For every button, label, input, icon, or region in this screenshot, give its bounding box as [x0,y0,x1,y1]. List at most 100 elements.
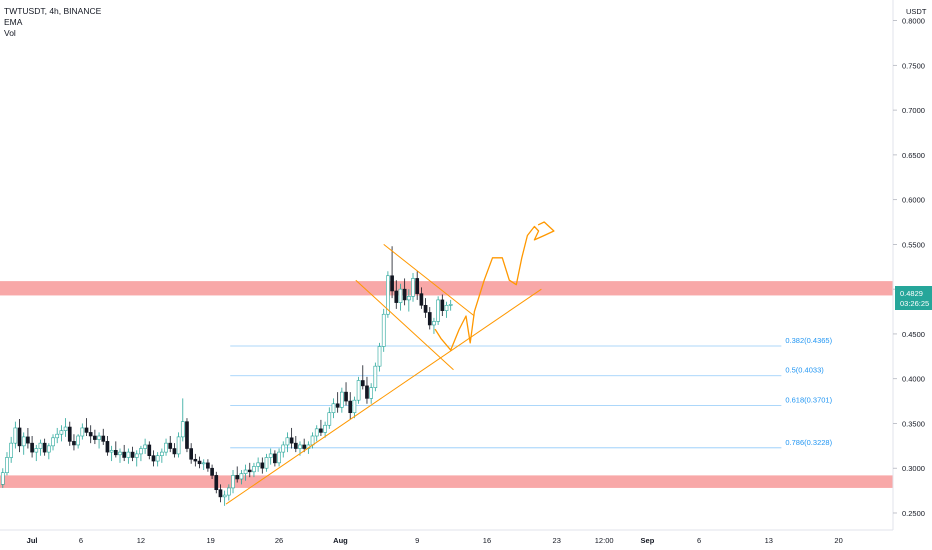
candle-body [289,437,294,444]
candle-body [164,442,168,453]
candle [377,342,382,372]
candle-body [155,455,160,462]
candle-body [180,421,185,438]
time-tick-label: 23 [553,536,561,545]
candle-body [193,458,198,462]
candle-body [402,288,407,301]
indicator-vol-label[interactable]: Vol [4,28,16,38]
candle-body [222,494,227,498]
candle [193,453,198,467]
candle [314,425,319,442]
candle-body [197,460,202,465]
candle-body [185,421,189,449]
candle [373,362,378,392]
candle-body [365,385,369,399]
time-tick-label: 13 [765,536,773,545]
candle-body [360,380,365,387]
candle-body [436,299,440,322]
candle [214,471,219,494]
candle [235,466,240,483]
candle [67,421,72,446]
candle [398,283,403,311]
candle-body [80,427,85,437]
candle-body [235,475,240,480]
candle-body [97,435,101,440]
candle-body [323,424,327,433]
candle [88,425,93,444]
candle [139,445,143,462]
candle [335,392,340,413]
candle-body [76,435,80,446]
candle [411,273,415,302]
time-tick-label: 16 [483,536,491,545]
trendline [225,288,542,505]
candle [436,296,440,325]
trendline-drawings[interactable] [225,221,555,505]
candle-body [67,426,72,442]
fib-level-label: 0.382(0.4365) [785,336,832,345]
candle-body [373,365,378,388]
candle-body [59,430,64,435]
candle-body [348,400,353,414]
current-price-tag[interactable]: 0.4829 03:26:25 [895,286,932,310]
candle-body [206,462,210,469]
indicator-ema-label[interactable]: EMA [4,17,23,27]
candle-body [38,442,43,449]
candle [256,457,260,472]
candle [390,246,394,299]
candle [76,434,80,449]
price-tick-label: 0.7500 [902,61,925,70]
candle [427,307,432,330]
candle [134,450,139,467]
candle [176,432,181,458]
candle [226,484,231,501]
candle [17,418,22,453]
candle [34,444,39,462]
time-tick-label: Aug [333,536,348,545]
candle [109,445,114,462]
candle [319,419,323,436]
candle [381,308,386,352]
candle-body [172,448,177,455]
support-resistance-zones [0,281,893,488]
candle-body [394,290,399,303]
candle [327,407,332,429]
candle-body [231,475,235,489]
candle-body [42,442,47,453]
symbol-title[interactable]: TWTUSDT, 4h, BINANCE [4,6,102,16]
time-tick-label: 6 [697,536,701,545]
candle [47,443,51,460]
candle [448,299,453,311]
candle-body [310,435,315,446]
candle [406,289,411,312]
candle-body [369,387,373,399]
candle-body [47,445,51,453]
candle [118,448,122,463]
price-tick-label: 0.5500 [902,240,925,249]
candle [51,434,55,451]
candle [189,443,193,464]
candle [352,396,357,419]
candle [130,446,135,462]
candle-body [273,453,277,464]
candle-body [256,462,260,467]
price-zone [0,475,893,488]
candle-body [201,462,206,465]
fib-level-label: 0.618(0.3701) [785,395,832,404]
candle [356,376,361,404]
candle [348,392,353,419]
time-tick-label: Sep [641,536,655,545]
candle [185,418,189,453]
fib-level-label: 0.5(0.4033) [785,366,824,375]
candle-body [0,472,5,485]
time-tick-label: Jul [27,536,38,545]
candle-body [9,442,13,458]
price-tick-label: 0.3000 [902,464,925,473]
candle-body [448,304,453,306]
candle-body [331,403,336,414]
candle [369,383,373,404]
candle [30,435,34,458]
candle-body [377,346,382,367]
candle-body [302,444,307,449]
